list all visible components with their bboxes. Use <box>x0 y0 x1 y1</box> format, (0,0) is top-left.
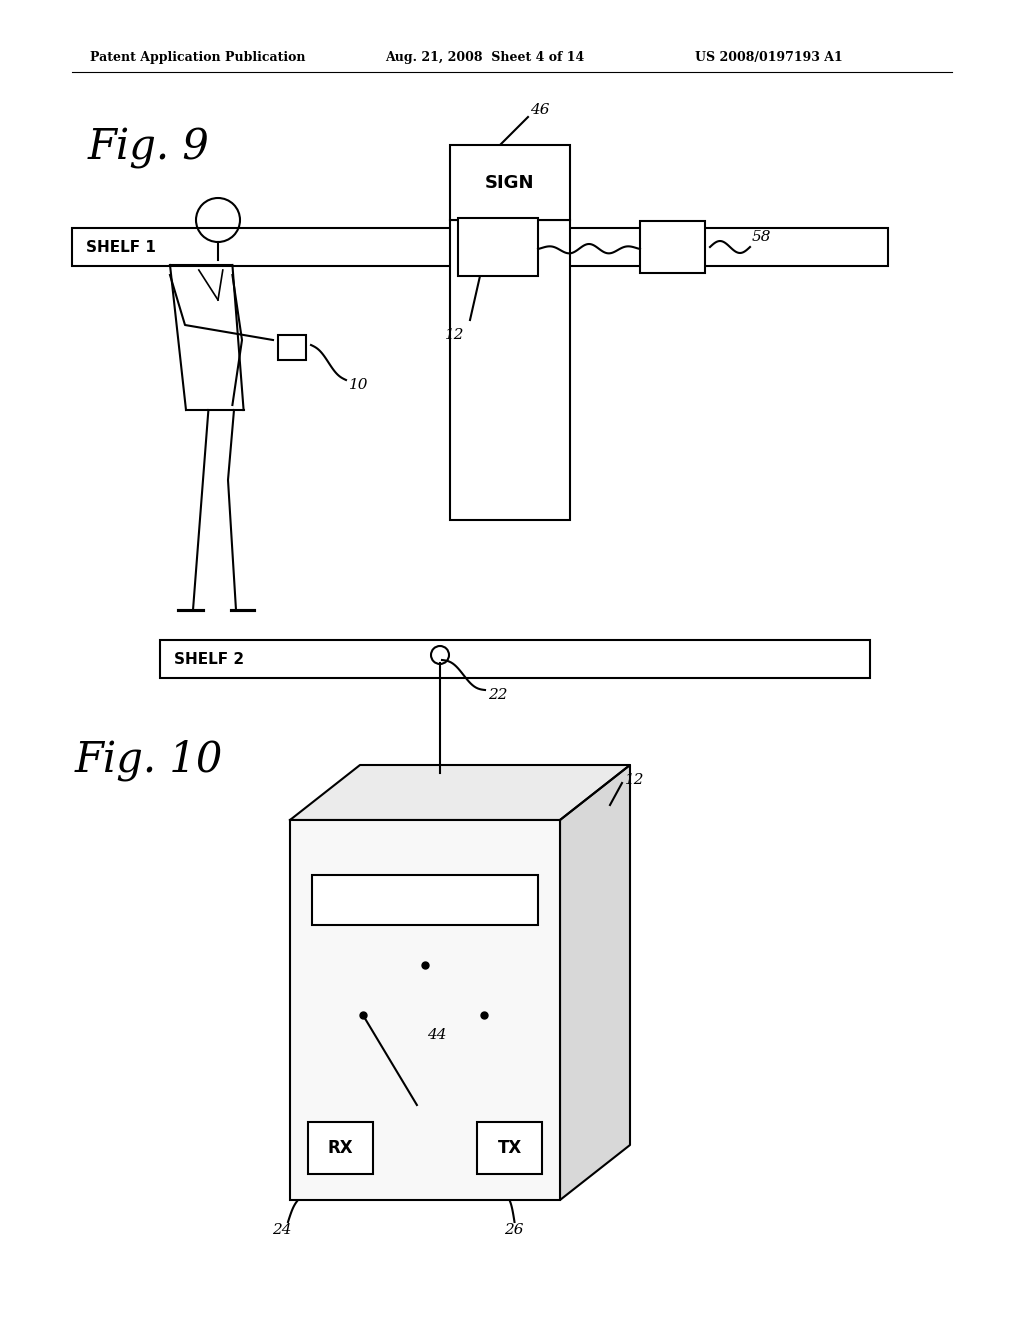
Text: SIGN: SIGN <box>485 173 535 191</box>
Bar <box>312 875 538 925</box>
Text: 22: 22 <box>488 688 508 702</box>
Bar <box>290 820 560 1200</box>
Text: 44: 44 <box>427 1028 446 1041</box>
Text: TX: TX <box>498 1139 521 1158</box>
Polygon shape <box>560 766 630 1200</box>
Text: US 2008/0197193 A1: US 2008/0197193 A1 <box>695 51 843 65</box>
Text: 12: 12 <box>445 327 465 342</box>
Text: SHELF 2: SHELF 2 <box>174 652 244 667</box>
Text: 12: 12 <box>625 774 644 787</box>
Bar <box>450 145 570 220</box>
Text: Patent Application Publication: Patent Application Publication <box>90 51 305 65</box>
Bar <box>278 335 306 360</box>
Bar <box>458 218 538 276</box>
Text: RX: RX <box>328 1139 353 1158</box>
Text: Fig. 10: Fig. 10 <box>75 739 223 781</box>
Bar <box>450 220 570 520</box>
Text: 26: 26 <box>505 1224 524 1237</box>
Text: SHELF 1: SHELF 1 <box>86 239 156 255</box>
Text: Fig. 9: Fig. 9 <box>88 127 210 169</box>
Text: Aug. 21, 2008  Sheet 4 of 14: Aug. 21, 2008 Sheet 4 of 14 <box>385 51 585 65</box>
Text: 58: 58 <box>752 230 771 244</box>
Text: 24: 24 <box>272 1224 292 1237</box>
Bar <box>640 220 705 273</box>
Polygon shape <box>290 766 630 820</box>
Text: 46: 46 <box>530 103 550 117</box>
Text: 10: 10 <box>349 378 369 392</box>
Bar <box>160 640 870 678</box>
Bar <box>477 1122 542 1173</box>
Bar <box>308 1122 373 1173</box>
Bar <box>72 228 888 267</box>
